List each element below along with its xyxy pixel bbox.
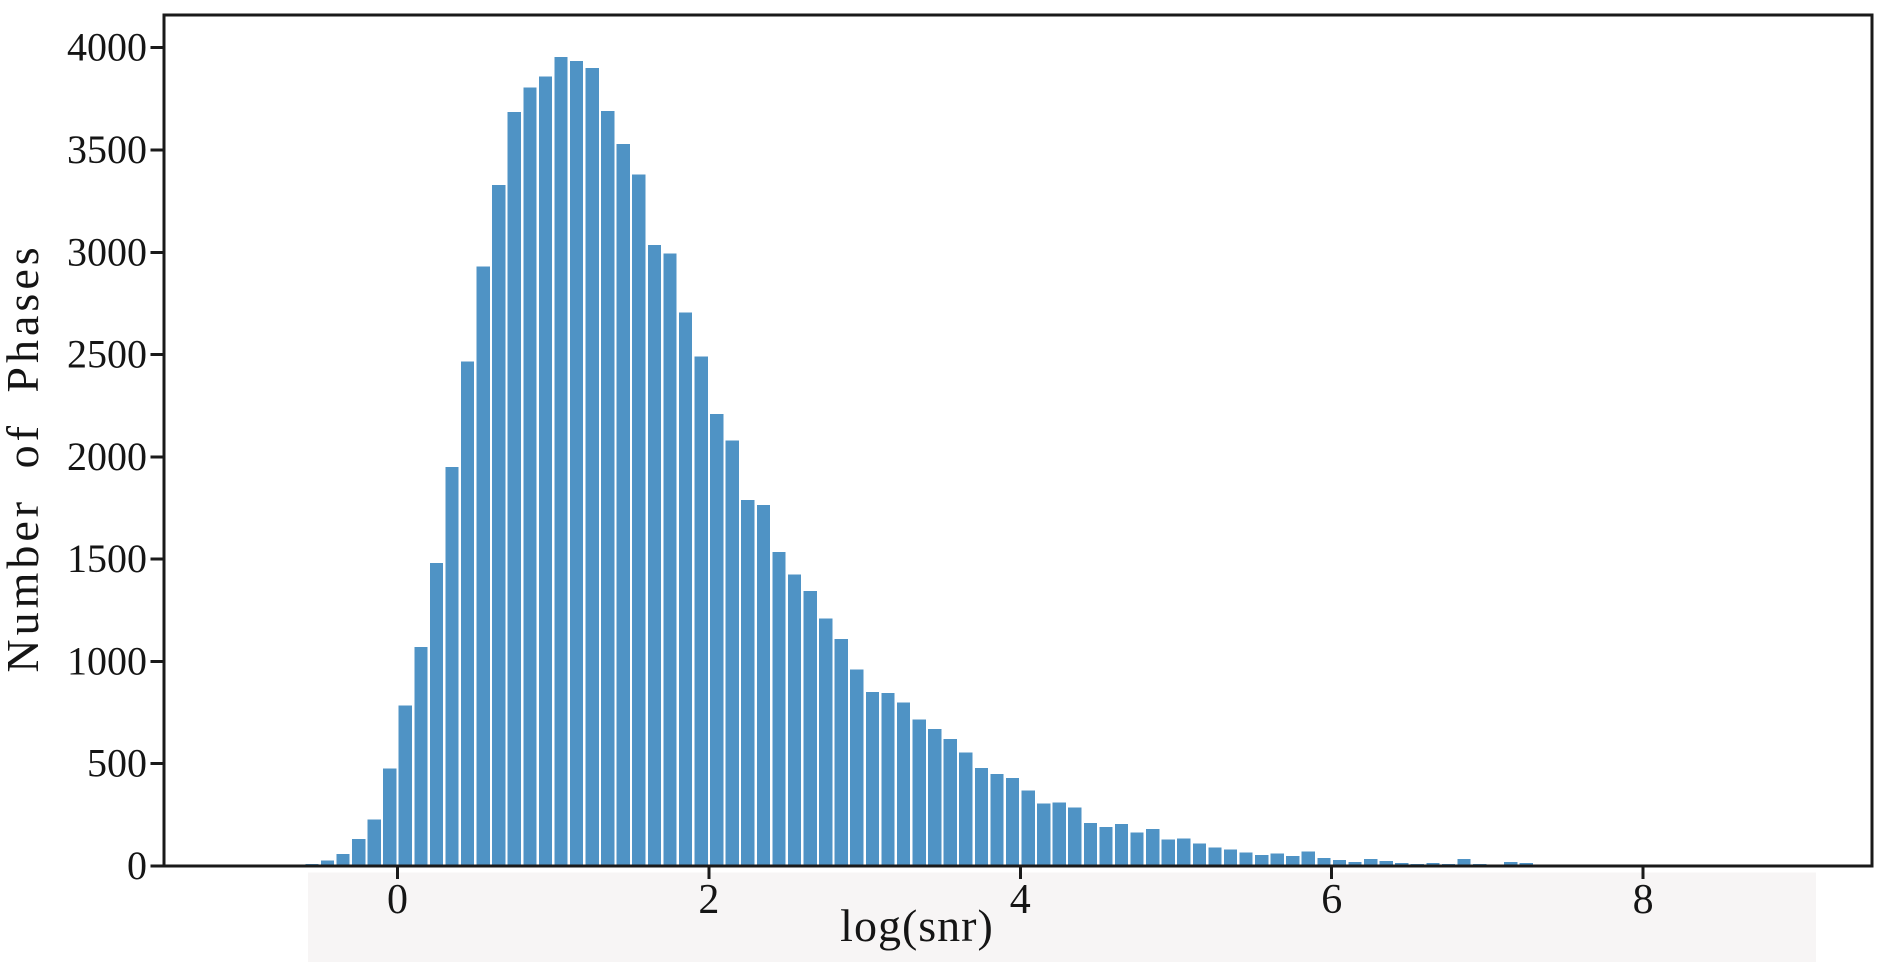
x-tick-label: 6 [1321,877,1342,923]
histogram-bar [1114,824,1129,866]
histogram-bar [523,87,537,867]
histogram-bar [974,767,989,866]
histogram-bar [865,692,880,866]
histogram-bar [1161,839,1175,866]
histogram-bar [492,184,506,867]
y-tick-label: 2500 [67,332,147,377]
histogram-bar [1177,838,1191,866]
histogram-bar [694,356,708,866]
histogram-bar [1208,847,1222,866]
histogram-bar [538,76,553,867]
y-tick-label: 1500 [67,536,147,581]
histogram-bar [912,719,926,866]
histogram-bar [383,768,397,866]
y-tick-label: 4000 [67,25,147,70]
histogram-bar [943,739,957,866]
histogram-bar [429,563,444,866]
histogram-bar [320,860,335,866]
histogram-bar [1052,802,1066,866]
histogram-bar [398,705,412,866]
histogram-bar [601,111,615,866]
histogram-bar [990,773,1004,866]
histogram-bar [1239,852,1253,866]
y-tick-label: 3000 [67,229,147,274]
histogram-bar [1146,829,1160,866]
histogram-bar [1037,803,1051,866]
histogram-bar [1099,827,1113,866]
histogram-bar [476,266,490,866]
histogram-bar [756,504,771,866]
histogram-bar [1395,862,1409,866]
histogram-bar [554,56,568,866]
axis-ticks [150,46,1645,879]
x-tick-label: 8 [1633,877,1654,923]
histogram-bar [1021,790,1035,866]
y-tick-label: 0 [127,843,147,888]
histogram-bar [803,590,817,866]
histogram-bar [1457,858,1471,866]
histogram-bar [1270,853,1284,866]
histogram-bar [460,361,475,866]
histogram-bar [1348,861,1362,866]
histogram-bar [1504,861,1518,866]
histogram-bar [414,647,428,866]
histogram-bar [1192,843,1207,866]
y-tick-label: 2000 [67,434,147,479]
histogram-bar [616,143,630,866]
histogram-bar [445,467,459,866]
histogram-bar [1364,858,1378,866]
histogram-bar [881,693,895,866]
histogram-bar [1083,823,1098,866]
histogram-bar [896,702,911,866]
y-axis-label: Number of Phases [0,243,48,672]
histogram-bar [1317,857,1331,866]
histogram-bar [959,752,973,866]
histogram-bar [725,440,739,866]
histogram-bar [569,61,584,866]
histogram-bar [1255,854,1269,866]
histogram-bar [710,413,724,866]
histogram-bar [741,499,755,866]
x-tick-label: 2 [698,877,719,923]
histogram-bars [274,56,1627,867]
histogram-bar [1519,862,1533,866]
histogram-bar [772,551,786,866]
histogram-bar [678,312,693,866]
histogram-bar [1005,778,1020,866]
histogram-bar [507,112,521,867]
axis-tick-labels: 0 2 4 6 8 0 500 1000 1500 2000 2500 3000 3500 4000 [67,25,1654,923]
histogram-bar [1301,851,1316,866]
histogram-bar [1223,849,1238,866]
y-tick-label: 1000 [67,638,147,683]
x-tick-label: 0 [387,877,408,923]
histogram-bar [850,669,864,866]
y-tick-label: 500 [87,741,147,786]
histogram-bar [834,638,848,866]
histogram-bar [1286,855,1300,866]
histogram-bar [1130,832,1144,866]
histogram-bar [1332,859,1347,866]
histogram-bar [1426,862,1440,866]
histogram-bar [928,728,942,866]
y-tick-label: 3500 [67,127,147,172]
plot-frame [162,13,1874,868]
x-tick-label: 4 [1010,877,1031,923]
histogram-bar [819,618,833,866]
histogram-bar [336,854,350,866]
histogram-bar [647,245,662,866]
histogram-bar [351,839,366,866]
histogram-bar [663,253,677,866]
x-axis-label: log(snr) [840,900,994,951]
histogram-bar [632,174,646,866]
histogram-bar [367,819,381,866]
footer-band [308,872,1816,962]
histogram-bar [585,68,599,866]
histogram-bar [787,574,802,866]
histogram-bar [1379,860,1393,866]
histogram-bar [1068,807,1082,866]
